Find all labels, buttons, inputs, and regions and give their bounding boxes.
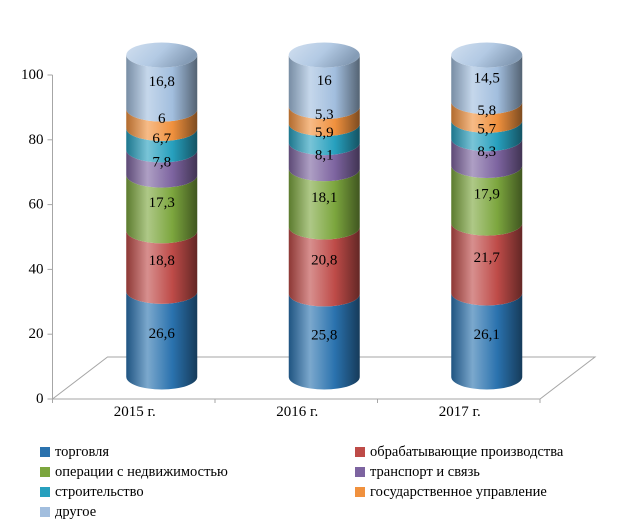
cylinder-segment xyxy=(288,55,360,120)
legend-label: торговля xyxy=(55,444,110,460)
cylinder-segment xyxy=(126,128,198,163)
cylinder-segment xyxy=(288,168,360,240)
data-label: 21,7 xyxy=(474,250,501,266)
cylinder-segment xyxy=(451,101,523,133)
data-label: 5,8 xyxy=(477,103,496,119)
data-label: 17,9 xyxy=(474,186,500,202)
legend-label: обрабатывающие производства xyxy=(370,444,564,460)
legend-item: обрабатывающие производства xyxy=(355,442,563,462)
data-label: 18,1 xyxy=(311,190,337,206)
stacked-cylinder-chart: 0 20 40 60 80 100 2015 г. 2016 г. 2017 г. 26,6 18,… xyxy=(21,42,597,420)
cylinder-segment xyxy=(451,223,523,306)
legend-swatch-icon xyxy=(40,507,50,517)
legend-swatch-icon xyxy=(40,487,50,497)
legend-item: операции с недвижимостью xyxy=(40,462,228,482)
data-label: 5,3 xyxy=(315,107,334,123)
category-label: 2016 г. xyxy=(276,404,318,420)
cylinder-segment xyxy=(126,149,198,188)
cylinder-segment xyxy=(451,55,523,115)
cylinder-segment xyxy=(451,138,523,178)
data-label: 16 xyxy=(317,73,333,89)
data-label: 16,8 xyxy=(149,74,175,90)
cylinder-segment xyxy=(451,120,523,152)
category-label: 2015 г. xyxy=(114,404,156,420)
legend-item: строительство xyxy=(40,482,228,502)
cylinder-segment xyxy=(451,165,523,236)
cylinder-segment xyxy=(126,109,198,141)
cylinder-segment xyxy=(288,293,360,390)
data-label: 6,7 xyxy=(152,131,171,147)
legend-column-right: обрабатывающие производства транспорт и с… xyxy=(355,442,563,502)
data-label: 7,8 xyxy=(152,155,171,171)
legend-column-left: торговля операции с недвижимостью строител… xyxy=(40,442,228,522)
data-label: 18,8 xyxy=(149,253,175,269)
legend-item: другое xyxy=(40,502,228,522)
legend-label: операции с недвижимостью xyxy=(55,464,228,480)
data-label: 26,6 xyxy=(149,326,176,342)
y-axis-tick-label: 20 xyxy=(29,326,44,342)
legend-swatch-icon xyxy=(355,467,365,477)
legend-item: государственное управление xyxy=(355,482,563,502)
y-axis-tick-label: 40 xyxy=(29,261,44,277)
cylinder-segment xyxy=(288,106,360,137)
cylinder-cap xyxy=(288,42,360,68)
cylinder-segment xyxy=(288,142,360,182)
legend-swatch-icon xyxy=(40,447,50,457)
y-axis-tick-label: 0 xyxy=(36,391,44,407)
cylinder-segment xyxy=(126,175,198,244)
data-label: 14,5 xyxy=(474,70,500,86)
y-axis-tick-label: 80 xyxy=(29,132,44,148)
legend-item: торговля xyxy=(40,442,228,462)
legend-label: строительство xyxy=(55,484,144,500)
data-label: 5,7 xyxy=(477,122,496,138)
y-axis-tick-label: 100 xyxy=(21,67,44,83)
category-label: 2017 г. xyxy=(439,404,481,420)
cylinder-segment xyxy=(288,226,360,307)
legend-label: государственное управление xyxy=(370,484,547,500)
data-label: 8,1 xyxy=(315,148,334,164)
legend-swatch-icon xyxy=(40,467,50,477)
data-label: 26,1 xyxy=(474,327,500,343)
cylinder-cap xyxy=(451,42,523,68)
cylinder-cap xyxy=(126,42,198,68)
cylinder-segment xyxy=(451,292,523,390)
data-label: 8,3 xyxy=(477,144,496,160)
data-label: 5,9 xyxy=(315,125,334,141)
cylinder-segment xyxy=(288,123,360,156)
data-label: 6 xyxy=(158,111,166,127)
legend-item: транспорт и связь xyxy=(355,462,563,482)
data-label: 20,8 xyxy=(311,252,337,268)
legend-swatch-icon xyxy=(355,487,365,497)
y-axis-tick-label: 60 xyxy=(29,197,44,213)
cylinder-segment xyxy=(126,230,198,304)
cylinder-segment xyxy=(126,291,198,390)
legend-label: транспорт и связь xyxy=(370,464,480,480)
cylinder-segment xyxy=(126,55,198,122)
legend-label: другое xyxy=(55,504,97,520)
legend-swatch-icon xyxy=(355,447,365,457)
data-label: 17,3 xyxy=(149,195,175,211)
data-label: 25,8 xyxy=(311,327,337,343)
